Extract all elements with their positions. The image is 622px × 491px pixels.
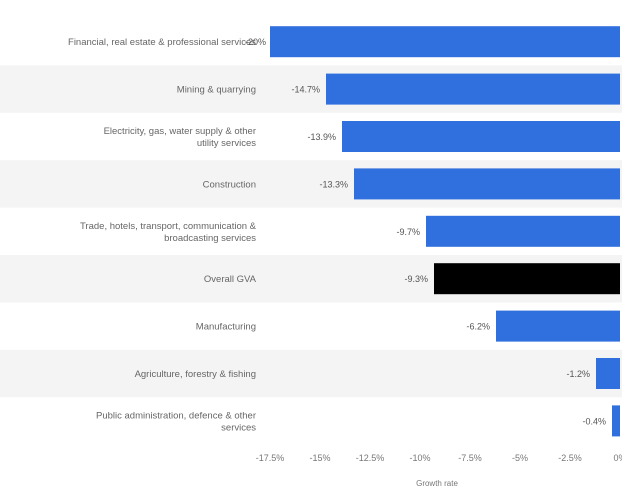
category-label: Manufacturing <box>196 322 256 333</box>
category-label: Financial, real estate & professional se… <box>68 37 256 48</box>
value-label: -1.2% <box>566 369 590 379</box>
bar <box>434 263 620 295</box>
bar <box>496 310 620 342</box>
row-stripe <box>0 349 622 398</box>
x-tick-label: -7.5% <box>458 453 482 463</box>
x-tick-label: -12.5% <box>356 453 385 463</box>
bars <box>270 26 620 437</box>
value-label: -20% <box>245 37 266 47</box>
value-labels: -20% -14.7% -13.9% -13.3% -9.7% -9.3% -6.2% -1.… <box>245 37 606 426</box>
x-tick-label: -2.5% <box>558 453 582 463</box>
bar <box>612 405 620 437</box>
x-tick-label: -5% <box>512 453 528 463</box>
x-tick-label: 0% <box>613 453 622 463</box>
category-label: Overall GVA <box>204 274 257 285</box>
bar <box>426 215 620 247</box>
bar <box>342 121 620 152</box>
x-tick-label: -10% <box>409 453 430 463</box>
category-labels: Financial, real estate & professional se… <box>68 37 257 433</box>
value-label: -13.3% <box>319 179 348 189</box>
bar <box>354 168 620 200</box>
category-label: Public administration, defence & other se… <box>96 410 256 433</box>
bar <box>326 73 620 105</box>
category-label: Construction <box>203 179 256 190</box>
value-label: -9.7% <box>396 227 420 237</box>
category-label: Mining & quarrying <box>177 85 256 96</box>
value-label: -6.2% <box>466 322 490 332</box>
value-label: -9.3% <box>404 274 428 284</box>
value-label: -14.7% <box>291 85 320 95</box>
bar <box>270 26 620 58</box>
x-tick-label: -17.5% <box>256 453 285 463</box>
bar <box>596 358 620 389</box>
x-tick-label: -15% <box>309 453 330 463</box>
value-label: -13.9% <box>307 132 336 142</box>
x-axis-title: Growth rate <box>416 479 458 488</box>
value-label: -0.4% <box>582 416 606 426</box>
category-label: Agriculture, forestry & fishing <box>135 369 256 380</box>
x-tick-labels: -17.5% -15% -12.5% -10% -7.5% -5% -2.5% 0% <box>256 453 622 463</box>
category-label: Trade, hotels, transport, communication … <box>80 221 257 244</box>
category-label: Electricity, gas, water supply & other ut… <box>104 126 257 149</box>
